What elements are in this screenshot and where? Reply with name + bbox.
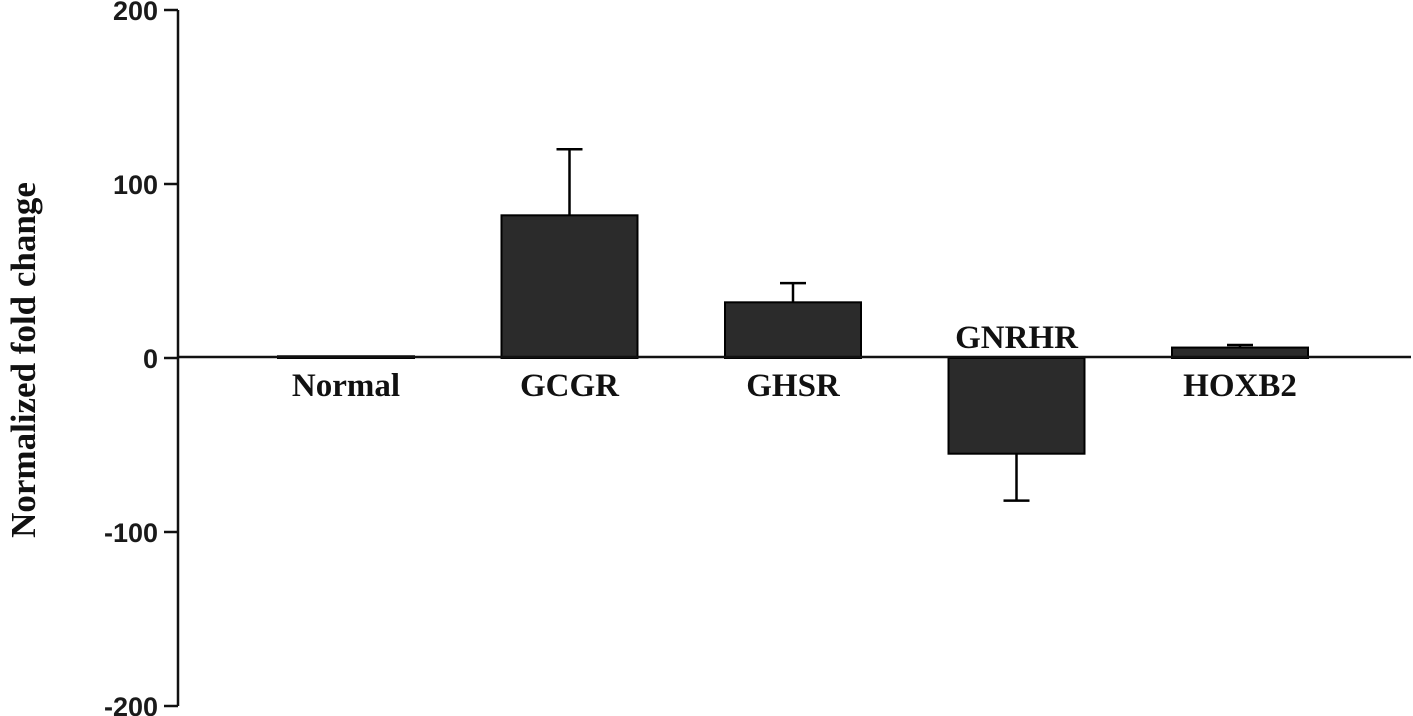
bar-ghsr [724,301,862,360]
y-ticks-layer: 200 100 0 -100 -200 [104,0,178,716]
category-label-ghsr: GHSR [746,368,841,404]
y-axis-title: Normalized fold change [4,182,43,538]
bar-gnrhr [947,357,1086,455]
y-tick-label: -200 [104,692,158,716]
bar-gcgr [500,214,639,359]
y-tick-label: 100 [113,170,158,200]
category-label-gnrhr: GNRHR [955,320,1079,356]
category-labels-layer: Normal GCGR GHSR GNRHR HOXB2 [292,320,1297,404]
category-label-normal: Normal [292,368,400,404]
y-tick-label: 200 [113,0,158,26]
bars-layer [277,214,1309,455]
y-tick-label: 0 [143,344,158,374]
category-label-hoxb2: HOXB2 [1183,368,1297,404]
y-tick-label: -100 [104,518,158,548]
error-bars-layer [556,147,1253,502]
category-label-gcgr: GCGR [520,368,620,404]
